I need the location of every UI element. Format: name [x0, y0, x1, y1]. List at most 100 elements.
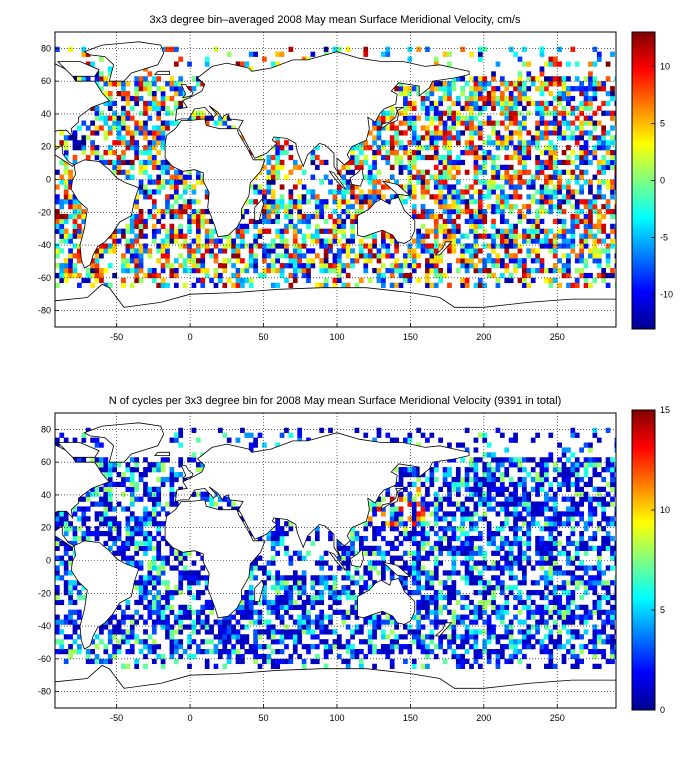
bin-cell [605, 110, 611, 116]
bin-cell [394, 179, 399, 185]
bin-cell [416, 629, 421, 635]
bin-cell [81, 496, 87, 502]
bin-cell [429, 585, 435, 591]
bin-cell [499, 238, 505, 244]
bin-cell [433, 521, 439, 527]
bin-cell [314, 614, 320, 620]
bin-cell [288, 585, 294, 591]
bin-cell [121, 154, 126, 161]
velocity-panel: 3x3 degree bin–averaged 2008 May mean Su… [38, 14, 673, 342]
bin-cell [491, 159, 496, 166]
bin-cell [552, 590, 558, 596]
bin-cell [588, 159, 593, 166]
bin-cell [147, 154, 153, 161]
bin-cell [522, 570, 527, 576]
bin-cell [63, 194, 69, 200]
bin-cell [605, 91, 611, 97]
bin-cell [107, 521, 113, 527]
bin-cell [68, 184, 73, 190]
bin-cell [350, 550, 355, 556]
bin-cell [526, 248, 532, 254]
bin-cell [433, 140, 439, 146]
bin-cell [596, 663, 602, 669]
bin-cell [138, 516, 144, 522]
bin-cell [407, 174, 413, 180]
bin-cell [160, 658, 166, 665]
bin-cell [385, 159, 391, 166]
bin-cell [129, 228, 135, 234]
bin-cell [464, 268, 470, 274]
bin-cell [345, 204, 351, 210]
bin-cell [544, 233, 549, 239]
bin-cell [601, 526, 607, 532]
bin-cell [570, 619, 576, 625]
bin-cell [200, 115, 206, 121]
bin-cell [253, 243, 258, 249]
bin-cell [469, 86, 474, 92]
bin-cell [477, 599, 483, 606]
bin-cell [151, 154, 157, 161]
bin-cell [288, 272, 294, 279]
bin-cell [160, 565, 166, 571]
bin-cell [63, 511, 69, 517]
bin-cell [614, 491, 616, 497]
bin-cell [103, 81, 109, 87]
bin-cell [195, 491, 201, 497]
bin-cell [588, 233, 593, 239]
bin-cell [209, 496, 214, 502]
bin-cell [566, 135, 571, 141]
bin-cell [491, 184, 496, 190]
bin-cell [266, 644, 272, 650]
bin-cell [143, 86, 148, 92]
bin-cell [143, 189, 148, 195]
bin-cell [77, 125, 82, 131]
bin-cell [495, 545, 501, 551]
bin-cell [367, 516, 373, 522]
bin-cell [482, 263, 488, 269]
bin-cell [257, 644, 263, 650]
bin-cell [85, 491, 91, 497]
bin-cell [601, 228, 607, 234]
bin-cell [262, 594, 267, 601]
bin-cell [460, 258, 466, 264]
bin-cell [125, 599, 131, 606]
bin-cell [116, 228, 122, 234]
bin-cell [160, 521, 166, 527]
bin-cell [583, 590, 589, 596]
bin-cell [486, 100, 492, 107]
bin-cell [438, 223, 444, 229]
bin-cell [222, 619, 228, 625]
bin-cell [442, 531, 448, 537]
bin-cell [323, 268, 329, 274]
bin-cell [451, 545, 457, 551]
bin-cell [262, 218, 267, 225]
bin-cell [429, 253, 435, 259]
bin-cell [491, 272, 496, 279]
bin-cell [372, 199, 377, 205]
bin-cell [438, 506, 444, 512]
bin-cell [72, 599, 78, 606]
bin-cell [138, 228, 144, 234]
bin-cell [530, 506, 536, 512]
bin-cell [499, 272, 505, 279]
bin-cell [561, 263, 567, 269]
bin-cell [138, 599, 144, 606]
bin-cell [187, 639, 192, 645]
bin-cell [200, 277, 206, 284]
bin-cell [222, 644, 228, 650]
bin-cell [482, 516, 488, 522]
bin-cell [561, 86, 567, 92]
bin-cell [218, 653, 223, 660]
bin-cell [548, 506, 554, 512]
bin-cell [504, 105, 510, 111]
bin-cell [143, 486, 148, 492]
bin-cell [147, 248, 153, 254]
bin-cell [407, 501, 413, 507]
bin-cell [385, 521, 391, 527]
bin-cell [407, 565, 413, 571]
bin-cell [526, 100, 532, 107]
bin-cell [420, 535, 426, 542]
bin-cell [350, 609, 355, 615]
bin-cell [588, 516, 593, 522]
bin-cell [460, 253, 466, 259]
